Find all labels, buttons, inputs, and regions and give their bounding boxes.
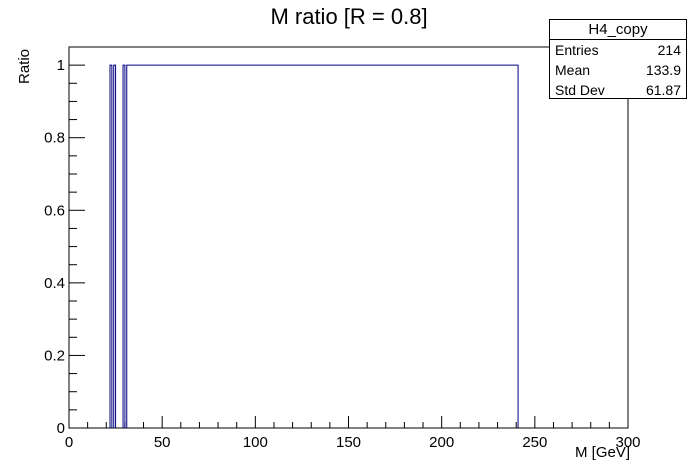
y-axis-ticks <box>69 46 85 429</box>
stats-label: Std Dev <box>555 82 605 98</box>
x-tick-label: 300 <box>615 434 640 451</box>
x-axis-tick-labels: 0 50 100 150 200 250 300 <box>65 434 641 451</box>
y-tick-label: 0 <box>57 420 65 437</box>
histogram-bin <box>122 64 126 428</box>
x-tick-label: 50 <box>154 434 171 451</box>
y-tick-label: 0.2 <box>44 347 65 364</box>
stats-label: Entries <box>555 42 599 58</box>
x-axis-label: M [GeV] <box>574 444 630 461</box>
plot-frame <box>68 46 629 429</box>
y-tick-label: 1 <box>57 57 65 74</box>
y-tick-label: 0.6 <box>44 202 65 219</box>
histogram-bin <box>113 64 117 428</box>
stats-row-entries: Entries 214 <box>550 40 686 60</box>
x-tick-label: 250 <box>522 434 547 451</box>
stats-label: Mean <box>555 62 591 78</box>
x-tick-label: 0 <box>65 434 73 451</box>
chart-title: M ratio [R = 0.8] <box>270 4 428 29</box>
histogram-bins <box>109 64 519 428</box>
y-tick-label: 0.4 <box>44 275 65 292</box>
stats-row-std-dev: Std Dev 61.87 <box>550 80 686 100</box>
x-axis-ticks <box>68 416 629 428</box>
stats-histogram-name: H4_copy <box>550 20 686 40</box>
y-axis-tick-labels: 0 0.2 0.4 0.6 0.8 1 <box>44 57 65 437</box>
x-tick-label: 200 <box>429 434 454 451</box>
y-tick-label: 0.8 <box>44 130 65 147</box>
x-tick-label: 100 <box>243 434 268 451</box>
histogram-bin <box>126 64 519 428</box>
histogram-bin <box>109 64 113 428</box>
stats-value: 214 <box>657 42 681 58</box>
stats-value: 133.9 <box>645 62 681 78</box>
y-axis-label: Ratio <box>16 48 33 84</box>
stats-box: H4_copy Entries 214 Mean 133.9 Std Dev 6… <box>549 19 687 99</box>
stats-row-mean: Mean 133.9 <box>550 60 686 80</box>
stats-value: 61.87 <box>645 82 681 98</box>
x-tick-label: 150 <box>336 434 361 451</box>
